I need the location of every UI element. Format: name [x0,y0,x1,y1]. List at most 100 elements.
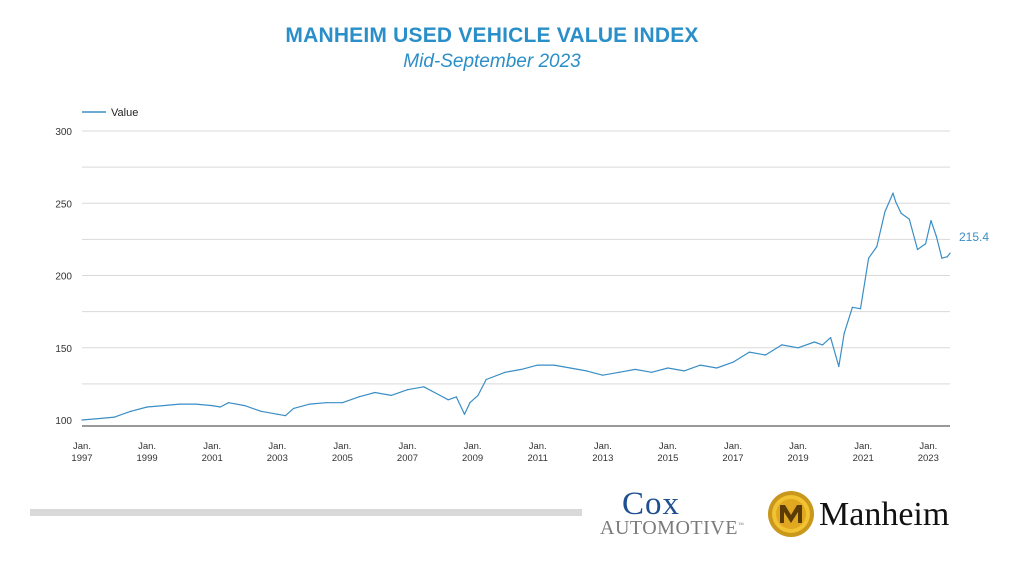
data-point [924,243,927,245]
x-tick-label: Jan. 2015 [657,441,678,464]
y-tick-label: 100 [55,416,72,427]
data-point [732,361,734,363]
data-point [813,341,815,343]
data-point [227,402,230,404]
data-point [884,211,886,213]
data-point [276,413,278,415]
data-point [895,201,897,203]
footer-divider [30,509,582,516]
data-point [97,417,99,420]
data-point [390,394,392,397]
data-point [916,248,919,251]
data-point [651,371,653,373]
data-point [325,402,327,404]
data-point [130,410,132,412]
cox-logo-text: Cox [622,486,681,522]
x-tick-label: Jan. 2001 [202,441,223,464]
data-point [781,344,783,346]
data-point [292,407,295,410]
data-point [162,404,164,407]
y-tick-label: 150 [55,344,72,355]
y-tick-label: 200 [55,272,72,283]
data-point [716,367,718,369]
data-point [260,410,262,412]
data-point [683,370,685,372]
data-point [469,402,471,404]
automotive-logo-text: AUTOMOTIVE™ [600,517,745,539]
data-point [892,192,894,194]
data-point [504,371,506,373]
data-point [699,364,702,366]
y-tick-label: 300 [55,127,72,138]
data-point [211,404,213,407]
axes: 100 150 200 250 300 Jan. 1997 Jan. 1999 Jan. 2001 J… [55,127,950,464]
data-point [195,403,197,405]
data-point [341,402,343,404]
x-tick-label: Jan. 2021 [853,441,874,464]
x-tick-label: Jan. 2005 [332,441,353,464]
data-point [900,212,902,214]
x-tick-label: Jan. 2017 [722,441,743,464]
data-point [941,257,943,259]
data-point [455,396,457,398]
x-tick-label: Jan. 1999 [137,441,158,464]
data-point [358,396,360,398]
data-point [569,367,571,369]
x-tick-label: Jan. 2023 [918,441,939,464]
x-tick-label: Jan. 2011 [527,441,547,464]
data-point [485,378,487,381]
data-point [821,344,824,346]
end-value-label: 215.4 [959,230,989,244]
manheim-emblem-icon [768,491,814,537]
x-tick-label: Jan. 2019 [788,441,809,464]
legend-label: Value [111,107,138,119]
manheim-logo: Manheim [767,490,967,540]
line-chart: 100 150 200 250 300 Jan. 1997 Jan. 1999 Jan. 2001 J… [55,107,989,464]
data-point [585,370,588,372]
data-point [935,235,938,238]
x-tick-label: Jan. 2007 [397,441,418,464]
data-point [146,406,148,408]
data-point [764,354,767,356]
data-point [876,246,878,248]
data-point [537,364,539,366]
data-point [219,406,221,408]
x-tick-label: Jan. 2009 [462,441,483,464]
data-point [374,391,376,394]
data-point [930,219,932,222]
legend: Value [82,107,138,119]
data-point [439,394,441,397]
data-point [113,416,116,418]
data-point [838,365,840,368]
data-point [553,364,555,366]
data-point [406,389,409,391]
data-point [634,368,636,371]
data-point [602,374,604,376]
data-point [520,368,523,371]
x-tick-label: Jan. 2013 [592,441,613,464]
data-point [309,403,311,405]
chart-subtitle: Mid-September 2023 [403,51,581,72]
data-point [843,332,845,334]
data-point [618,371,620,373]
cox-automotive-logo: Cox AUTOMOTIVE™ [600,486,750,540]
data-point [463,413,466,415]
data-point [859,308,862,310]
data-point [667,367,669,369]
data-point [423,386,425,388]
y-tick-label: 250 [55,199,72,210]
data-point [447,399,449,401]
data-point [830,337,832,339]
data-point [179,403,181,405]
data-point [868,257,870,259]
data-point [477,394,479,397]
x-tick-label: Jan. 1997 [71,441,92,464]
x-tick-label: Jan. 2003 [267,441,288,464]
data-point [81,419,83,421]
data-point [284,415,287,417]
series-layer: 215.4 [81,192,989,421]
series-line-value [81,192,951,421]
data-point [851,306,853,308]
data-point [797,347,799,349]
manheim-logo-text: Manheim [819,496,950,533]
